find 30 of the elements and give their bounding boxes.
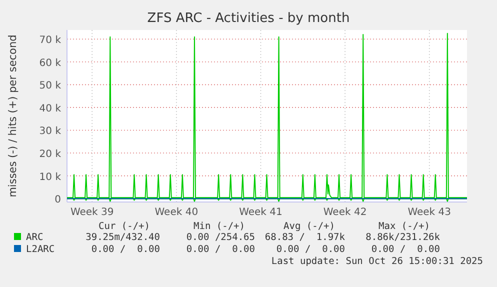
text: 0.00 / 0.00 [371, 244, 440, 255]
y-tick-label: 60 k [39, 58, 62, 69]
legend-label: ARC [26, 232, 44, 243]
y-axis-title: misses (-) / hits (+) per second [7, 34, 19, 198]
text: Last update: Sun Oct 26 15:00:31 2025 [271, 256, 483, 267]
text: Avg (-/+) [284, 221, 335, 232]
text: Cur (-/+) [98, 221, 150, 232]
x-tick-label: Week 41 [239, 207, 282, 218]
text: 0.00 / 0.00 [276, 244, 346, 255]
legend-label: L2ARC [26, 244, 55, 255]
y-tick-label: 0 [54, 194, 61, 206]
text: 68.83 / 1.97k [264, 232, 346, 243]
x-tick-label: Week 39 [70, 207, 114, 218]
text: 0.00 / 0.00 [186, 244, 256, 255]
x-tick-label: Week 40 [154, 207, 198, 218]
x-tick-label: Week 43 [408, 207, 452, 218]
text: 0.00 /254.65 [186, 232, 255, 243]
text: 8.86k/231.26k [366, 232, 440, 243]
y-tick-label: 70 k [39, 35, 62, 46]
y-tick-label: 40 k [39, 103, 62, 114]
x-tick-label: Week 42 [323, 207, 367, 218]
text: 39.25m/432.40 [86, 232, 160, 243]
chart-title: ZFS ARC - Activities - by month [147, 11, 350, 26]
text: 0.00 / 0.00 [91, 244, 160, 255]
y-tick-label: 30 k [39, 126, 62, 138]
text: Max (-/+) [378, 221, 430, 232]
text: Min (-/+) [194, 221, 245, 232]
y-tick-label: 20 k [39, 149, 62, 160]
y-tick-label: 50 k [39, 80, 62, 92]
y-tick-label: 10 k [39, 172, 62, 183]
